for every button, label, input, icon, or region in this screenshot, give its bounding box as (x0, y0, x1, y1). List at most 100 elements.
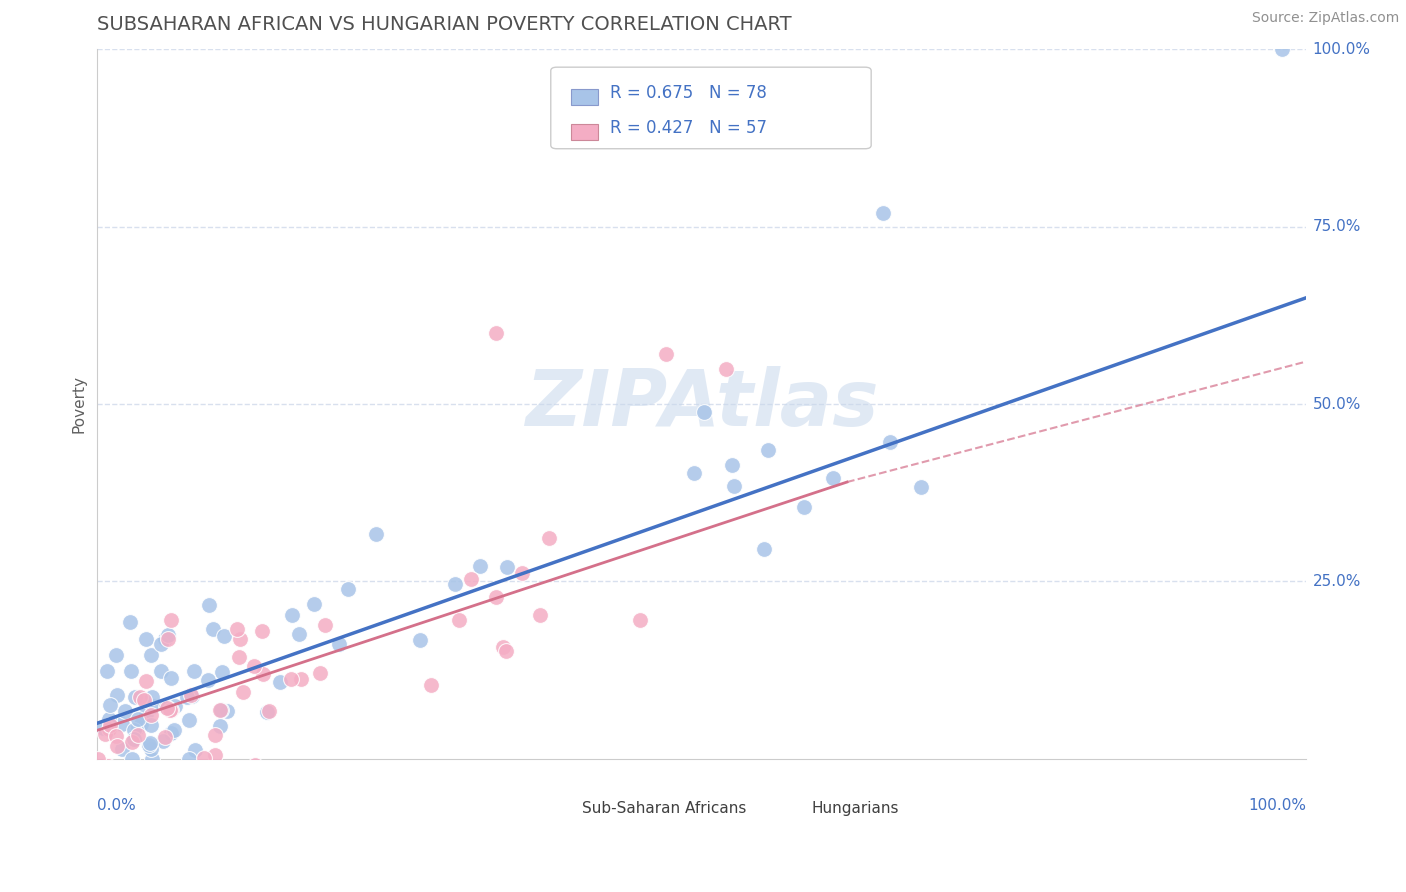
Point (232, 685, 254, 699)
Point (98, 698, 121, 712)
Point (201, 622, 224, 636)
Point (793, 500, 815, 514)
Point (485, 591, 508, 605)
Point (628, 613, 651, 627)
Point (879, 434, 901, 449)
Point (510, 566, 533, 581)
Point (314, 617, 336, 632)
Point (721, 458, 744, 472)
Bar (571, 89, 598, 104)
Point (138, 735, 160, 749)
Point (228, 649, 250, 664)
Point (1271, 42, 1294, 56)
Point (226, 622, 249, 636)
Point (98, 717, 121, 731)
Point (156, 700, 179, 714)
Point (98, 712, 121, 726)
Point (460, 572, 482, 586)
Point (163, 698, 186, 713)
Point (135, 787, 157, 801)
Text: Sub-Saharan Africans: Sub-Saharan Africans (582, 801, 747, 816)
Point (183, 664, 205, 678)
Point (193, 751, 215, 765)
Point (139, 648, 162, 662)
Point (155, 730, 177, 744)
Point (288, 627, 311, 641)
Point (93, 787, 115, 801)
Point (245, 757, 267, 772)
Point (127, 720, 149, 734)
Point (252, 667, 274, 681)
Point (756, 443, 779, 458)
Text: SUBSAHARAN AFRICAN VS HUNGARIAN POVERTY CORRELATION CHART: SUBSAHARAN AFRICAN VS HUNGARIAN POVERTY … (97, 15, 792, 34)
Point (308, 666, 330, 681)
Point (122, 723, 145, 738)
Point (257, 704, 280, 718)
Point (281, 608, 304, 623)
Point (492, 640, 515, 654)
Point (118, 615, 141, 629)
Point (97, 758, 120, 772)
Point (157, 627, 180, 641)
Point (160, 613, 183, 627)
Text: 0.0%: 0.0% (97, 797, 136, 813)
Point (105, 739, 128, 754)
Point (132, 692, 155, 706)
FancyBboxPatch shape (551, 67, 872, 149)
Point (134, 706, 156, 721)
Point (114, 705, 136, 719)
Point (693, 405, 716, 419)
Point (159, 726, 181, 740)
Point (204, 728, 226, 742)
Point (211, 665, 233, 679)
Point (328, 637, 350, 651)
Point (208, 703, 231, 717)
Point (212, 629, 235, 643)
Point (142, 699, 165, 714)
Point (714, 361, 737, 376)
Point (127, 712, 149, 726)
Text: R = 0.675   N = 78: R = 0.675 N = 78 (610, 84, 766, 102)
Point (468, 559, 491, 574)
Point (150, 637, 173, 651)
Point (683, 466, 706, 480)
Point (141, 690, 163, 704)
Point (910, 479, 932, 493)
Point (105, 729, 128, 743)
Point (152, 734, 174, 748)
Point (337, 582, 360, 597)
Point (280, 672, 302, 686)
Point (180, 688, 202, 702)
Point (141, 751, 163, 765)
Point (215, 704, 238, 718)
Point (105, 648, 128, 663)
Point (153, 632, 176, 646)
Point (135, 673, 157, 688)
Point (179, 713, 201, 727)
Point (93, 727, 115, 741)
Text: 100.0%: 100.0% (1313, 42, 1371, 57)
Point (96, 665, 118, 679)
Point (256, 705, 278, 719)
Point (447, 613, 470, 627)
Point (138, 738, 160, 752)
Text: 75.0%: 75.0% (1313, 219, 1361, 235)
Point (162, 723, 184, 737)
Point (821, 470, 844, 484)
Point (156, 632, 179, 647)
Point (135, 632, 157, 646)
Text: Source: ZipAtlas.com: Source: ZipAtlas.com (1251, 11, 1399, 25)
Point (139, 718, 162, 732)
Point (420, 678, 443, 692)
Point (197, 673, 219, 687)
Point (269, 675, 291, 690)
Point (204, 747, 226, 762)
Point (120, 665, 142, 679)
Text: R = 0.427   N = 57: R = 0.427 N = 57 (610, 119, 768, 136)
Point (444, 576, 467, 591)
Point (159, 671, 181, 685)
Point (139, 707, 162, 722)
Bar (780, 805, 803, 818)
Point (538, 531, 561, 545)
Point (754, 541, 776, 556)
